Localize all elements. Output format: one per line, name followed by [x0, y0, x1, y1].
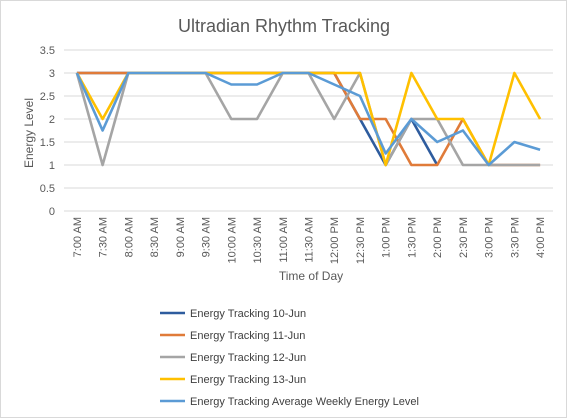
x-tick-label: 2:00 PM: [432, 217, 444, 258]
x-tick-label: 10:00 AM: [226, 217, 238, 263]
x-tick-label: 12:00 PM: [329, 217, 341, 264]
y-tick-label: 1.5: [40, 137, 55, 149]
x-tick-label: 4:00 PM: [535, 217, 547, 258]
x-tick-label: 1:30 PM: [406, 217, 418, 258]
legend-label: Energy Tracking Average Weekly Energy Le…: [190, 396, 419, 408]
chart-title: Ultradian Rhythm Tracking: [178, 16, 390, 36]
x-tick-label: 7:00 AM: [72, 217, 84, 257]
legend-label: Energy Tracking 10-Jun: [190, 308, 306, 320]
y-axis-title: Energy Level: [22, 98, 36, 168]
y-axis-tick-labels: 0 0.5 1 1.5 2 2.5 3 3.5: [40, 45, 55, 218]
y-tick-label: 1: [49, 160, 55, 172]
legend-label: Energy Tracking 11-Jun: [190, 330, 305, 342]
y-tick-label: 0: [49, 206, 55, 218]
x-tick-label: 7:30 AM: [98, 217, 110, 257]
x-tick-label: 8:00 AM: [123, 217, 135, 257]
x-tick-label: 1:00 PM: [381, 217, 393, 258]
x-tick-label: 9:30 AM: [201, 217, 213, 257]
y-tick-label: 0.5: [40, 183, 55, 195]
x-tick-label: 2:30 PM: [458, 217, 470, 258]
x-axis-tick-labels: 7:00 AM 7:30 AM 8:00 AM 8:30 AM 9:00 AM 9:30 …: [72, 217, 547, 264]
x-tick-label: 3:00 PM: [484, 217, 496, 258]
x-tick-label: 11:30 AM: [304, 217, 316, 263]
y-tick-label: 3: [49, 68, 55, 80]
series-lines: [75, 71, 542, 167]
y-tick-label: 2.5: [40, 91, 55, 103]
legend-label: Energy Tracking 12-Jun: [190, 352, 306, 364]
x-tick-label: 12:30 PM: [355, 217, 367, 264]
x-tick-label: 11:00 AM: [278, 217, 290, 263]
legend-label: Energy Tracking 13-Jun: [190, 374, 306, 386]
x-tick-label: 9:00 AM: [175, 217, 187, 257]
x-tick-label: 3:30 PM: [509, 217, 521, 258]
legend: Energy Tracking 10-Jun Energy Tracking 11…: [160, 308, 419, 408]
x-tick-label: 10:30 AM: [252, 217, 264, 263]
series-line-5: [75, 71, 541, 167]
y-tick-label: 2: [49, 114, 55, 126]
x-axis-title: Time of Day: [279, 269, 343, 283]
y-tick-label: 3.5: [40, 45, 55, 57]
x-tick-label: 8:30 AM: [149, 217, 161, 257]
